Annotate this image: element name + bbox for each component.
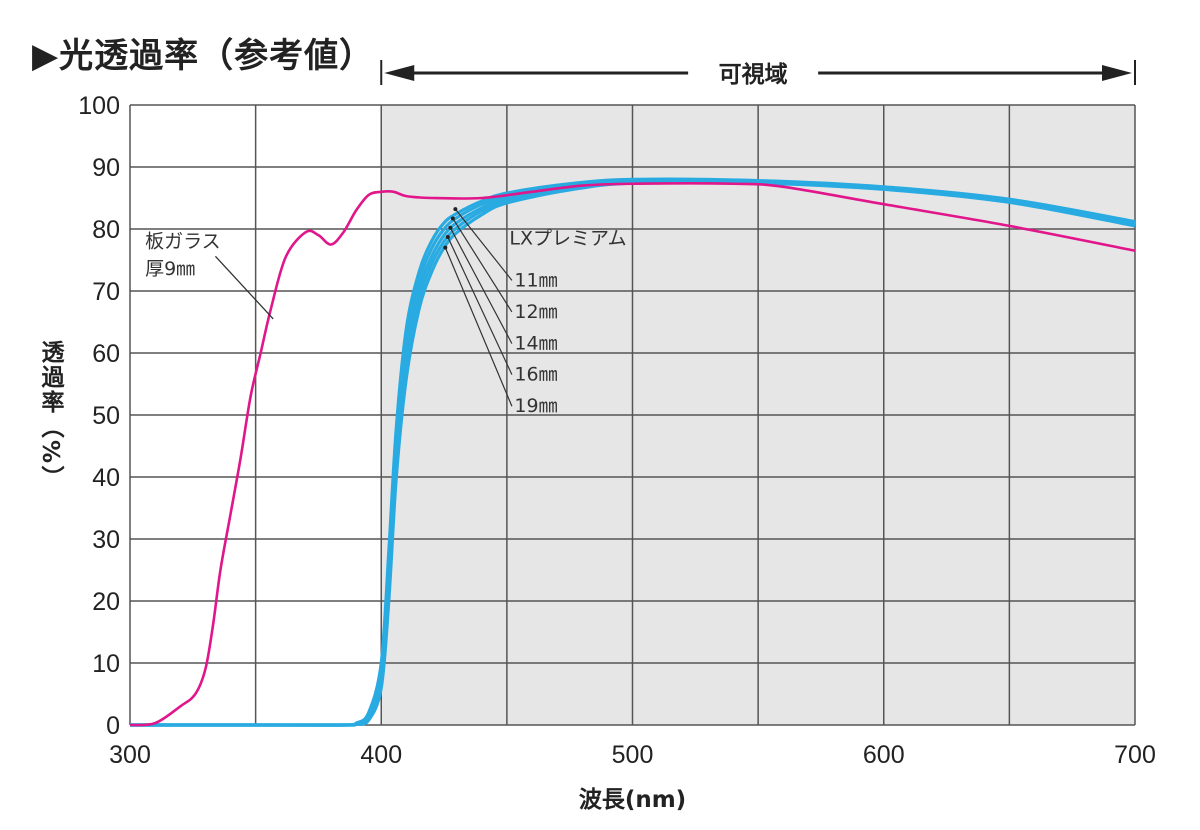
x-tick-label: 500: [612, 741, 654, 769]
y-tick-label: 60: [92, 340, 120, 368]
y-tick-label: 10: [92, 650, 120, 678]
arrow-right-icon: [1102, 65, 1132, 81]
y-tick-label: 90: [92, 154, 120, 182]
visible-range-label: 可視域: [719, 61, 788, 88]
leader-dot: [453, 207, 458, 212]
leader-line-16mm: [447, 236, 513, 375]
x-tick-label: 400: [360, 741, 402, 769]
y-tick-label: 40: [92, 464, 120, 492]
y-tick-label: 100: [78, 92, 120, 120]
chart-title: ▶光透過率（参考値）: [32, 36, 375, 76]
y-axis-label: 透過率（%）: [37, 340, 65, 490]
series-line-11mm: [129, 177, 1136, 727]
x-axis-label: 波長(nm): [579, 787, 686, 813]
lx-premium-label: LXプレミアム: [509, 228, 626, 250]
thickness-label-11mm: 11㎜: [514, 269, 557, 291]
leader-line-14mm: [449, 227, 513, 344]
y-tick-label: 70: [92, 278, 120, 306]
thickness-label-12mm: 12㎜: [514, 301, 557, 323]
x-tick-label: 600: [863, 741, 905, 769]
plate-glass-leader-line: [214, 255, 274, 320]
thickness-label-16mm: 16㎜: [514, 364, 557, 386]
plate-glass-label: 板ガラス: [145, 231, 221, 253]
series-line-plate-glass: [129, 182, 1136, 727]
y-tick-label: 80: [92, 216, 120, 244]
leader-line-19mm: [444, 247, 513, 407]
arrow-left-icon: [384, 65, 415, 81]
y-tick-label: 20: [92, 588, 120, 616]
leader-dot: [443, 245, 448, 250]
plate-glass-thickness-label: 厚9㎜: [145, 258, 195, 280]
y-tick-label: 30: [92, 526, 120, 554]
x-tick-label: 300: [109, 741, 151, 769]
leader-dot: [450, 216, 455, 221]
y-tick-label: 0: [106, 712, 120, 740]
thickness-label-19mm: 19㎜: [514, 395, 557, 417]
leader-line-11mm: [454, 208, 513, 281]
leader-line-12mm: [452, 218, 513, 313]
x-tick-label: 700: [1114, 741, 1156, 769]
y-tick-label: 50: [92, 402, 120, 430]
leader-dot: [445, 235, 450, 240]
leader-dot: [448, 225, 453, 230]
thickness-label-14mm: 14㎜: [514, 333, 557, 355]
